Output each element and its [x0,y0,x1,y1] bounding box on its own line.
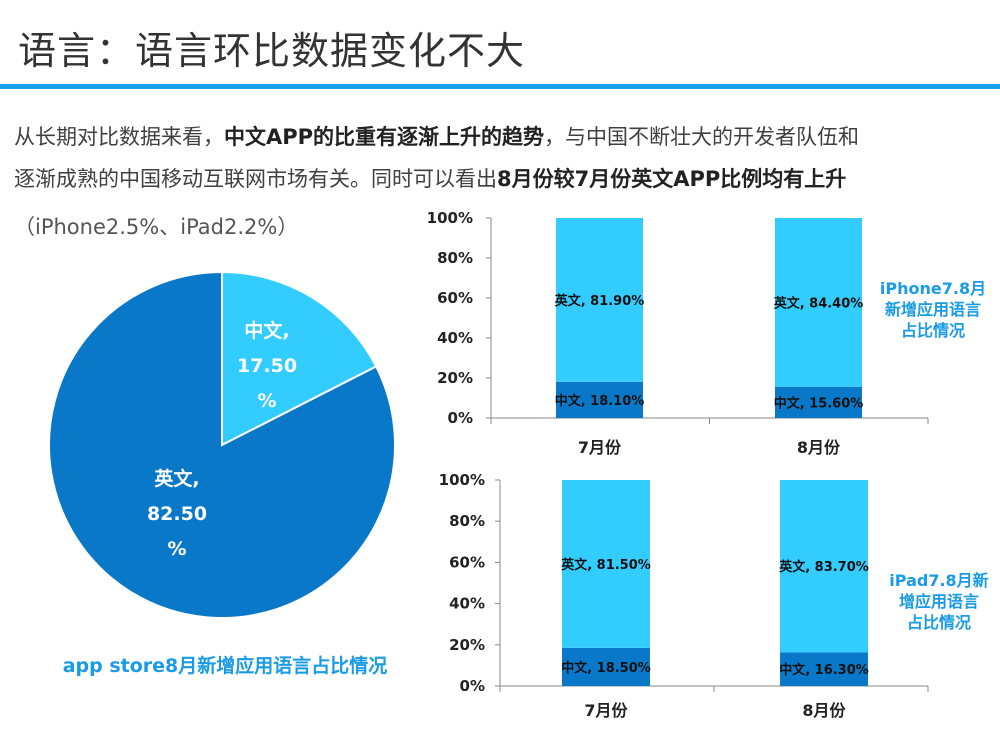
pie-slice-label: % [257,390,276,412]
bar-data-label: 英文, 81.50% [560,557,651,573]
bar-segment-english [775,218,862,387]
bar-data-label: 中文, 18.50% [561,660,651,676]
bar-segment-chinese [556,381,643,418]
y-tick-label: 60% [449,553,485,571]
paragraph-note: （iPhone2.5%、iPad2.2%） [14,215,299,239]
chart-side-title: 占比情况 [907,613,971,632]
bar-data-label: 中文, 16.30% [779,662,869,678]
paragraph-text: 逐渐成熟的中国移动互联网市场有关。同时可以看出 [14,167,497,191]
pie-slice-label: 中文, [244,319,289,342]
bar-segment-chinese [780,652,868,686]
pie-slice-label: 英文, [154,467,199,490]
bar-segment-chinese [775,386,862,418]
pie-slice-label: 82.50 [147,503,207,525]
chart-side-title: 新增应用语言 [885,300,981,319]
chart-side-title: 增应用语言 [899,592,979,611]
bar-data-label: 英文, 84.40% [773,295,864,311]
pie-slice-label: 17.50 [237,355,297,377]
paragraph-highlight: 8月份较7月份英文APP比例均有上升 [497,167,847,191]
paragraph-highlight: 中文APP的比重有逐渐上升的趋势 [224,125,545,149]
pie-slice-1 [48,270,396,619]
chart-side-title: iPhone7.8月 [880,279,986,298]
bar-segment-chinese [562,647,650,686]
page-title: 语言：语言环比数据变化不大 [18,29,526,73]
y-tick-label: 100% [427,209,473,227]
x-category-label: 8月份 [802,701,846,720]
y-tick-label: 20% [449,636,485,654]
y-tick-label: 40% [449,595,485,613]
y-tick-label: 0% [448,409,473,427]
pie-slice-0 [221,270,378,447]
bar-data-label: 英文, 83.70% [778,559,869,575]
title-divider [0,84,1000,89]
paragraph-text: ，与中国不断壮大的开发者队伍和 [544,125,860,149]
pie-slice-label: % [167,538,186,560]
y-tick-label: 0% [460,677,485,695]
y-tick-label: 20% [437,369,473,387]
pie-caption: app store8月新增应用语言占比情况 [63,654,388,677]
paragraph-text: 从长期对比数据来看， [14,125,224,149]
chart-side-title: iPad7.8月新 [889,571,988,590]
bar-segment-english [562,480,650,648]
paragraph-line-1: 从长期对比数据来看，中文APP的比重有逐渐上升的趋势，与中国不断壮大的开发者队伍… [14,116,994,158]
y-tick-label: 60% [437,289,473,307]
y-tick-label: 40% [437,329,473,347]
x-category-label: 7月份 [578,438,622,457]
y-tick-label: 100% [439,471,485,489]
summary-paragraph: 从长期对比数据来看，中文APP的比重有逐渐上升的趋势，与中国不断壮大的开发者队伍… [14,116,994,248]
x-category-label: 7月份 [584,701,628,720]
x-category-label: 8月份 [797,438,841,457]
bar-segment-english [556,218,643,382]
paragraph-line-2: 逐渐成熟的中国移动互联网市场有关。同时可以看出8月份较7月份英文APP比例均有上… [14,158,994,200]
bar-segment-english [780,480,868,653]
chart-side-title: 占比情况 [901,321,965,340]
y-tick-label: 80% [437,249,473,267]
bar-data-label: 中文, 18.10% [555,393,645,409]
bar-data-label: 英文, 81.90% [554,293,645,309]
y-tick-label: 80% [449,512,485,530]
bar-data-label: 中文, 15.60% [774,395,864,411]
